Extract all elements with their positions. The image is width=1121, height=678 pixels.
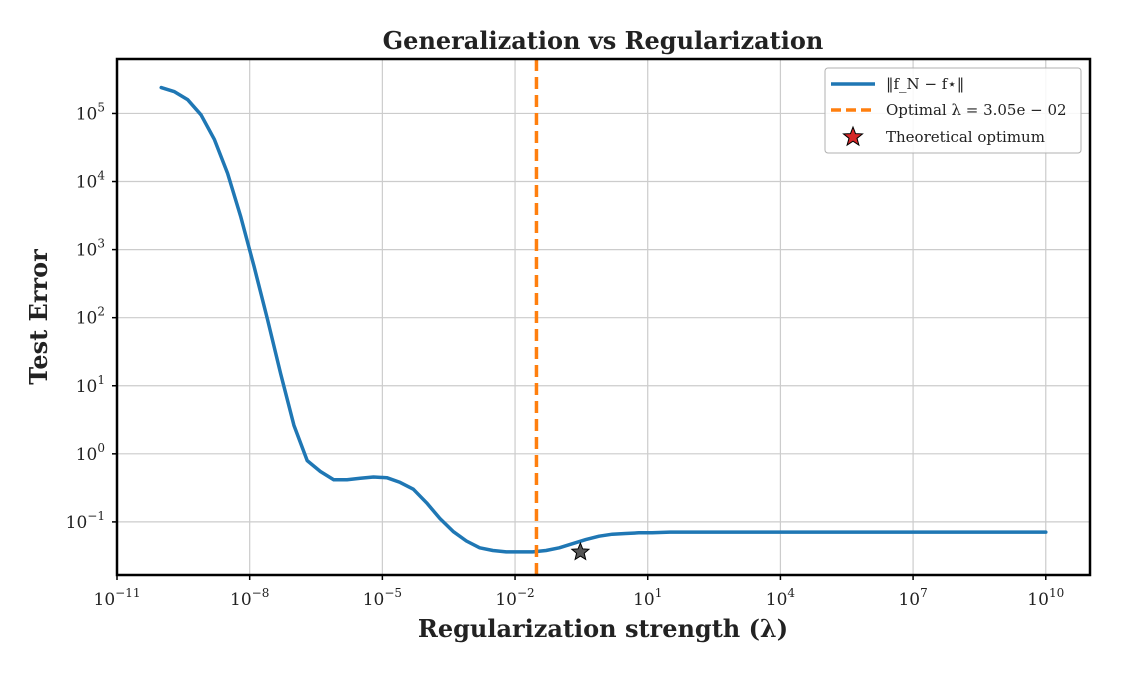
chart-title: Generalization vs Regularization — [383, 26, 824, 55]
y-axis-label: Test Error — [24, 249, 53, 385]
series-line — [159, 85, 1048, 554]
x-tick-label: 107 — [898, 586, 927, 610]
tick-layer: 10−11 10−8 10−5 10−2 101 104 107 1010 105 104 103 1… — [66, 100, 1065, 610]
x-tick-label: 10−2 — [495, 586, 534, 610]
legend-entry-series: ‖f_N − f⋆‖ — [886, 75, 964, 93]
legend: ‖f_N − f⋆‖ Optimal λ = 3.05e − 02 Theore… — [824, 67, 1082, 154]
legend-entry-optimum: Theoretical optimum — [886, 128, 1045, 146]
x-tick-label: 101 — [633, 586, 662, 610]
legend-star-swatch — [842, 125, 864, 147]
y-tick-label: 10−1 — [66, 509, 105, 533]
y-tick-label: 103 — [76, 237, 105, 261]
series-layer — [159, 59, 1048, 575]
x-tick-label: 10−11 — [94, 586, 141, 610]
theoretical-optimum-marker — [570, 541, 591, 561]
x-tick-label: 10−8 — [230, 586, 269, 610]
legend-entry-optimal: Optimal λ = 3.05e − 02 — [886, 101, 1067, 119]
x-tick-label: 104 — [766, 586, 796, 610]
legend-box — [824, 67, 1082, 154]
y-tick-label: 100 — [76, 441, 105, 465]
y-tick-label: 101 — [76, 373, 105, 397]
y-tick-label: 105 — [76, 100, 105, 124]
x-axis-label: Regularization strength (λ) — [418, 614, 788, 643]
y-tick-label: 104 — [76, 169, 106, 193]
y-tick-label: 102 — [76, 305, 105, 329]
x-tick-label: 1010 — [1027, 586, 1064, 610]
marker-layer — [570, 541, 591, 561]
x-tick-label: 10−5 — [363, 586, 402, 610]
